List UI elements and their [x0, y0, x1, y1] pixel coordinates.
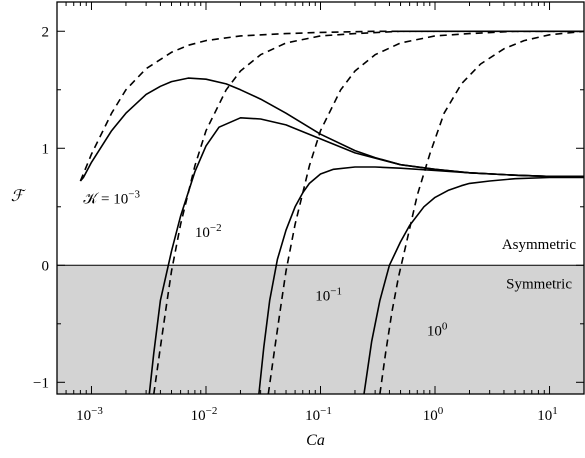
x-tick-label: 10−2 [191, 405, 218, 424]
y-axis-ticks: −1 0 1 2 [33, 24, 584, 391]
curve-dashed [79, 30, 584, 182]
x-tick-label: 101 [537, 405, 558, 424]
y-tick-label: −1 [33, 375, 49, 391]
curve-label: 10−1 [315, 285, 342, 304]
curve-group [79, 30, 584, 394]
curve-labels: 𝒦 = 10−3 10−2 10−1 100 [83, 188, 448, 339]
x-tick-label: 10−3 [76, 405, 103, 424]
curve-label: 10−2 [195, 222, 222, 241]
y-tick-label: 0 [42, 258, 50, 274]
x-axis-ticks: 10−3 10−2 10−1 100 101 [56, 2, 585, 424]
curve-solid [363, 176, 584, 394]
y-tick-label: 1 [42, 141, 50, 157]
symmetric-region-shading [57, 265, 584, 394]
symmetric-region-label: Symmetric [506, 277, 572, 293]
y-axis-label: ℱ [11, 188, 27, 205]
curve-dashed [379, 30, 584, 394]
curve-solid [258, 166, 584, 394]
curve-label: 100 [427, 320, 448, 339]
x-axis-label: Ca [306, 432, 325, 449]
curve-dashed [267, 30, 584, 394]
x-tick-label: 100 [423, 405, 444, 424]
asymmetric-region-label: Asymmetric [502, 237, 576, 253]
curve-label: 𝒦 = 10−3 [83, 188, 140, 207]
curve-dashed [153, 30, 584, 394]
curve-solid [79, 77, 584, 182]
y-tick-label: 2 [42, 24, 50, 40]
x-tick-label: 10−1 [305, 405, 332, 424]
